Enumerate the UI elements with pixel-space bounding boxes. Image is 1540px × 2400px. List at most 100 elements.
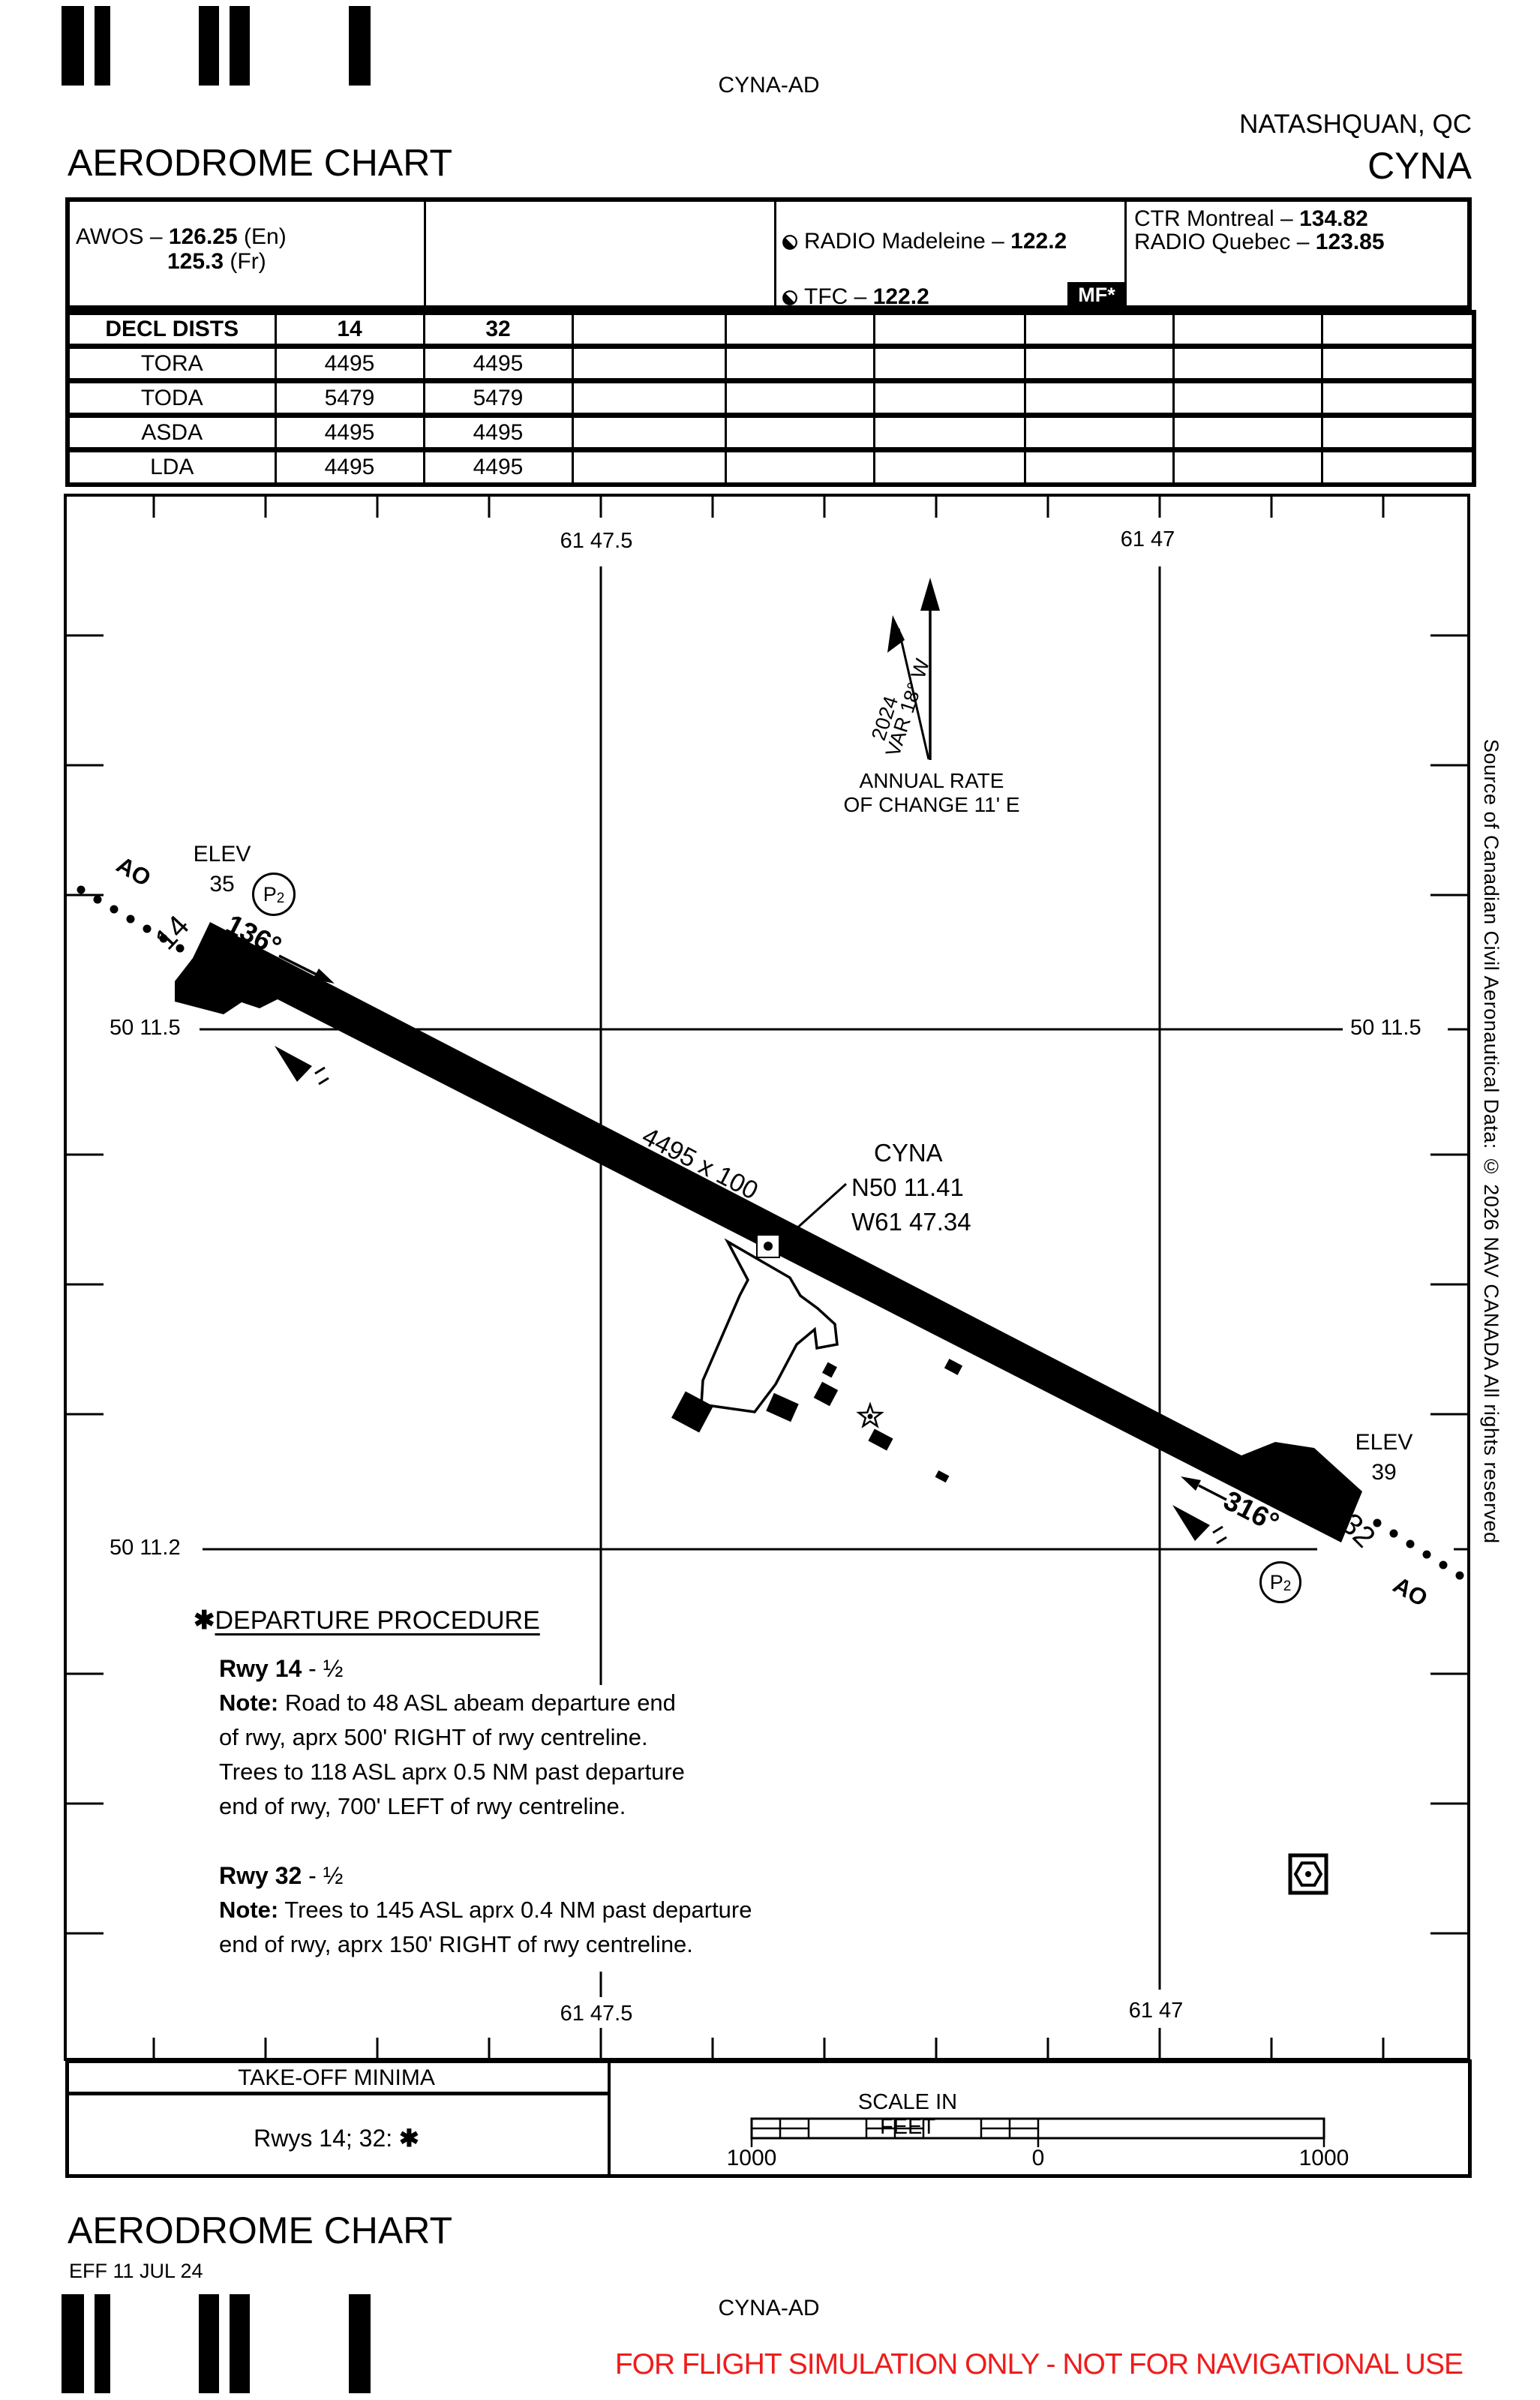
awos-label: AWOS – <box>76 224 163 249</box>
decl-empty-cell <box>724 447 875 485</box>
elev-32-label: ELEV <box>1355 1430 1413 1455</box>
takeoff-minima-value: Rwys 14; 32: ✱ <box>65 2124 608 2152</box>
radio-quebec-label: RADIO Quebec – <box>1134 230 1310 254</box>
chart-title: AERODROME CHART <box>68 142 453 184</box>
decl-col-14: 14 <box>274 310 425 347</box>
awos-freq-en: 126.25 <box>168 224 238 249</box>
takeoff-rwys: Rwys 14; 32: <box>254 2125 393 2152</box>
tfc-label: TFC – <box>804 284 867 309</box>
icao-code: CYNA <box>1367 145 1472 187</box>
awos-en-tag: (En) <box>244 224 287 249</box>
beacon-symbol-icon <box>1288 1853 1328 1895</box>
lon-label-bottom-right: 61 47 <box>1128 1999 1184 2023</box>
lon-label-bottom-left: 61 47.5 <box>560 2002 633 2026</box>
radio-quebec-freq: 123.85 <box>1315 230 1385 254</box>
decl-value: 5479 <box>422 378 574 416</box>
star-symbol-icon <box>856 1401 884 1428</box>
rwy32-name: Rwy 32 <box>219 1862 302 1889</box>
departure-heading: ✱DEPARTURE PROCEDURE <box>194 1606 540 1636</box>
tfc-freq: 122.2 <box>872 284 929 309</box>
departure-rwy14-title: Rwy 14 - ½ <box>219 1655 343 1683</box>
decl-empty-cell <box>1172 413 1323 450</box>
departure-star: ✱ <box>194 1606 215 1635</box>
elev-32-value: 39 <box>1371 1460 1397 1485</box>
rwy14-minima: - ½ <box>308 1655 344 1682</box>
decl-row-label: TORA <box>66 344 277 381</box>
radio-madeleine-freq: 122.2 <box>1010 229 1067 254</box>
annual-rate-line1: ANNUAL RATE <box>859 769 1004 792</box>
decl-value: 4495 <box>274 413 425 450</box>
decl-empty-cell <box>1023 310 1175 347</box>
decl-value: 4495 <box>422 344 574 381</box>
comm-cell-ctr: CTR Montreal – 134.82 RADIO Quebec – 123… <box>1124 202 1472 305</box>
decl-empty-cell <box>872 378 1026 416</box>
tfc-line: TFC – 122.2 <box>782 284 929 310</box>
p2-letter: P <box>1269 1570 1283 1593</box>
ao-dots-14 <box>77 885 185 953</box>
decl-empty-cell <box>571 413 727 450</box>
awos-line-en: AWOS – 126.25 (En) <box>76 224 287 250</box>
scale-title: SCALE IN FEET <box>857 2090 958 2139</box>
ctr-freq: 134.82 <box>1299 206 1368 231</box>
lon-label-top-left: 61 47.5 <box>560 529 633 553</box>
comm-cell-radio: RADIO Madeleine – 122.2 TFC – 122.2 MF* <box>774 202 1126 309</box>
barcode-top-icon <box>62 6 371 86</box>
decl-row-lda: LDA 4495 4495 <box>66 447 1475 485</box>
departure-heading-text: DEPARTURE PROCEDURE <box>215 1606 540 1635</box>
awos-fr-tag: (Fr) <box>230 249 266 274</box>
scale-left-label: 1000 <box>726 2146 777 2170</box>
departure-rwy32-note1: Note: Trees to 145 ASL aprx 0.4 NM past … <box>219 1897 752 1924</box>
decl-row-toda: TODA 5479 5479 <box>66 378 1475 416</box>
takeoff-minima-box <box>65 2059 1472 2178</box>
arp-name: CYNA <box>874 1139 943 1167</box>
decl-row-label: ASDA <box>66 413 277 450</box>
takeoff-star: ✱ <box>399 2125 419 2152</box>
decl-empty-cell <box>1320 310 1475 347</box>
barcode-bottom-icon <box>62 2294 371 2393</box>
simulation-warning: FOR FLIGHT SIMULATION ONLY - NOT FOR NAV… <box>614 2348 1463 2380</box>
wind-indicator-14-icon <box>275 1046 329 1086</box>
comm-cell-empty <box>424 202 774 305</box>
decl-empty-cell <box>1172 378 1323 416</box>
p2-number: 2 <box>1283 1578 1292 1594</box>
decl-empty-cell <box>1023 413 1175 450</box>
ao-dots-32 <box>1373 1518 1464 1580</box>
note-text: Road to 48 ASL abeam departure end <box>284 1690 676 1716</box>
ctr-label: CTR Montreal – <box>1134 206 1293 231</box>
decl-value: 4495 <box>274 447 425 485</box>
north-arrow-icon <box>887 578 940 760</box>
radio-quebec-line: RADIO Quebec – 123.85 <box>1134 230 1385 255</box>
decl-value: 4495 <box>274 344 425 381</box>
decl-empty-cell <box>724 413 875 450</box>
decl-empty-cell <box>1320 447 1475 485</box>
arp-lat: N50 11.41 <box>851 1173 964 1201</box>
scale-bar <box>750 2117 1325 2147</box>
buildings <box>671 1359 963 1483</box>
awos-line-fr: 125.3 (Fr) <box>167 249 266 275</box>
decl-empty-cell <box>1320 344 1475 381</box>
heading-arrow-136 <box>278 954 335 984</box>
radio-madeleine-line: RADIO Madeleine – 122.2 <box>782 229 1067 254</box>
arp-lon: W61 47.34 <box>851 1208 971 1236</box>
decl-value: 4495 <box>422 447 574 485</box>
decl-empty-cell <box>571 378 727 416</box>
p2-number: 2 <box>276 890 285 906</box>
departure-rwy32-title: Rwy 32 - ½ <box>219 1862 343 1890</box>
decl-row-label: LDA <box>66 447 277 485</box>
declared-distances-table: DECL DISTS 14 32 TORA 4495 4495 TODA 547… <box>65 310 1476 487</box>
decl-empty-cell <box>571 310 727 347</box>
decl-empty-cell <box>1023 447 1175 485</box>
decl-empty-cell <box>571 447 727 485</box>
departure-rwy14-note3: Trees to 118 ASL aprx 0.5 NM past depart… <box>219 1759 685 1785</box>
takeoff-minima-title: TAKE-OFF MINIMA <box>65 2059 608 2095</box>
comm-cell-awos: AWOS – 126.25 (En) 125.3 (Fr) <box>70 202 424 305</box>
awos-freq-fr: 125.3 <box>167 249 224 274</box>
decl-empty-cell <box>1320 413 1475 450</box>
annual-rate-line2: OF CHANGE 11' E <box>843 793 1020 816</box>
decl-title: DECL DISTS <box>66 310 277 347</box>
note-text: Trees to 145 ASL aprx 0.4 NM past depart… <box>284 1897 752 1923</box>
page-code-top: CYNA-AD <box>718 73 820 98</box>
